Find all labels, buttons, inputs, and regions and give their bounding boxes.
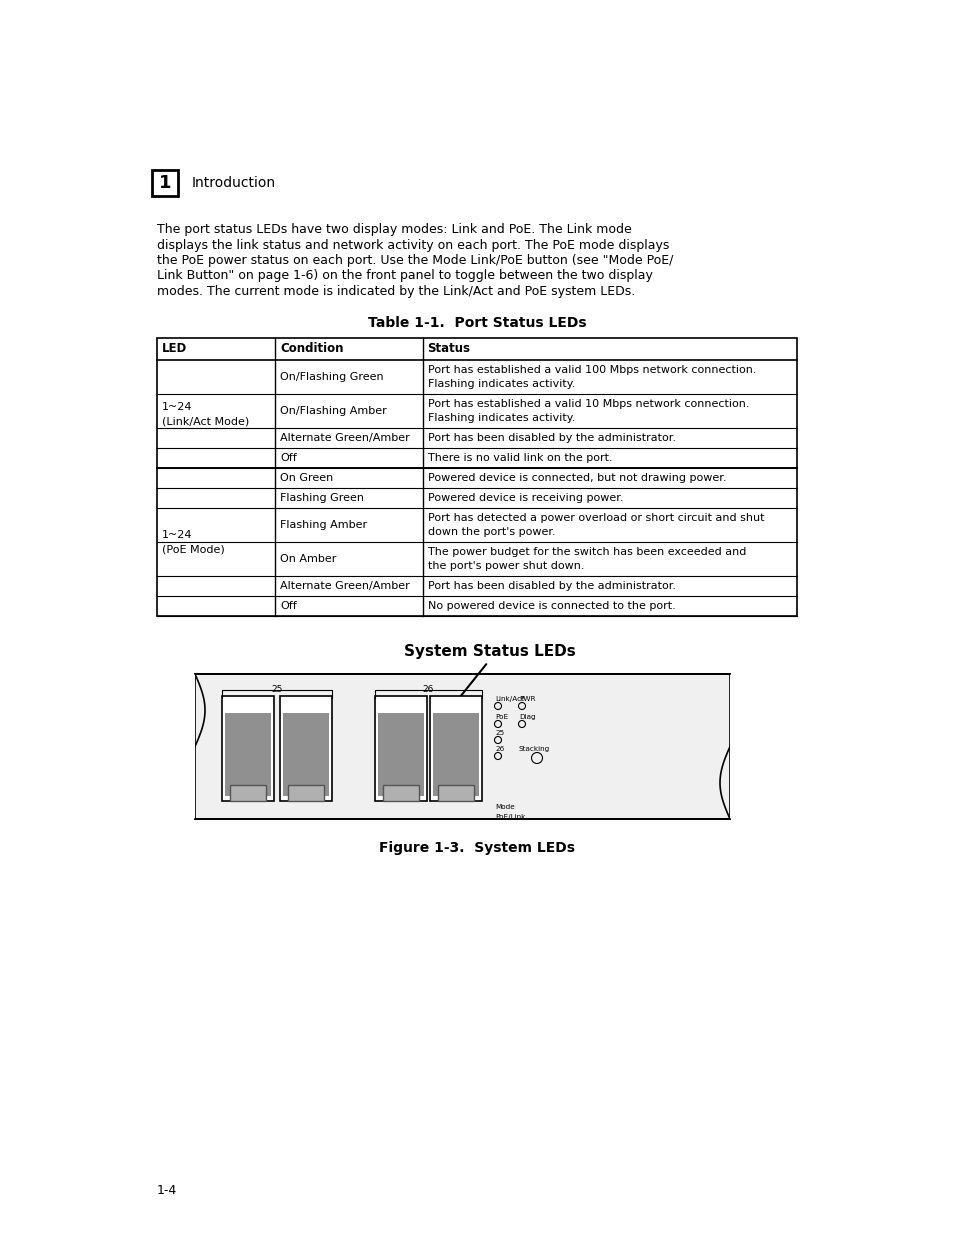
- Text: Port has been disabled by the administrator.: Port has been disabled by the administra…: [427, 433, 675, 443]
- Text: Mode: Mode: [495, 804, 515, 810]
- Text: PoE/Link: PoE/Link: [495, 814, 525, 820]
- Text: On Green: On Green: [280, 473, 334, 483]
- Text: the port's power shut down.: the port's power shut down.: [427, 561, 583, 571]
- Text: Flashing Amber: Flashing Amber: [280, 520, 367, 530]
- Text: Status: Status: [427, 342, 470, 356]
- Text: (PoE Mode): (PoE Mode): [162, 543, 225, 555]
- Text: No powered device is connected to the port.: No powered device is connected to the po…: [427, 601, 675, 611]
- Text: 25: 25: [495, 730, 504, 736]
- Bar: [225, 713, 271, 797]
- Text: down the port's power.: down the port's power.: [427, 527, 555, 537]
- Bar: [382, 785, 418, 802]
- Text: Alternate Green/Amber: Alternate Green/Amber: [280, 580, 410, 592]
- Text: the PoE power status on each port. Use the Mode Link/PoE button (see "Mode PoE/: the PoE power status on each port. Use t…: [157, 254, 673, 267]
- Bar: [152, 170, 178, 196]
- Text: displays the link status and network activity on each port. The PoE mode display: displays the link status and network act…: [157, 238, 669, 252]
- Bar: [729, 674, 744, 819]
- Text: Port has established a valid 100 Mbps network connection.: Port has established a valid 100 Mbps ne…: [427, 366, 756, 375]
- Bar: [180, 674, 194, 819]
- Text: 25: 25: [271, 685, 282, 694]
- Text: Port has established a valid 10 Mbps network connection.: Port has established a valid 10 Mbps net…: [427, 399, 748, 409]
- Text: Flashing indicates activity.: Flashing indicates activity.: [427, 412, 575, 424]
- Text: Link Button" on page 1-6) on the front panel to toggle between the two display: Link Button" on page 1-6) on the front p…: [157, 269, 652, 283]
- Text: Off: Off: [280, 453, 296, 463]
- Text: PoE: PoE: [495, 714, 508, 720]
- Text: Diag: Diag: [518, 714, 535, 720]
- Bar: [433, 713, 478, 797]
- Text: 26: 26: [422, 685, 434, 694]
- Text: 1~24: 1~24: [162, 403, 193, 412]
- Text: Port has detected a power overload or short circuit and shut: Port has detected a power overload or sh…: [427, 513, 763, 522]
- Bar: [375, 697, 427, 802]
- Text: 1: 1: [158, 174, 172, 191]
- Bar: [377, 713, 423, 797]
- Text: (Link/Act Mode): (Link/Act Mode): [162, 416, 249, 426]
- Text: 1-4: 1-4: [157, 1183, 177, 1197]
- Text: Introduction: Introduction: [192, 177, 275, 190]
- Text: On/Flashing Green: On/Flashing Green: [280, 372, 384, 382]
- Text: On Amber: On Amber: [280, 555, 336, 564]
- Bar: [437, 785, 474, 802]
- Text: There is no valid link on the port.: There is no valid link on the port.: [427, 453, 612, 463]
- Text: Table 1-1.  Port Status LEDs: Table 1-1. Port Status LEDs: [367, 316, 586, 330]
- Text: Figure 1-3.  System LEDs: Figure 1-3. System LEDs: [378, 841, 575, 855]
- Text: Stacking: Stacking: [518, 746, 550, 752]
- Bar: [283, 713, 329, 797]
- Text: Link/Act: Link/Act: [495, 697, 523, 701]
- Text: PWR: PWR: [518, 697, 535, 701]
- Text: Alternate Green/Amber: Alternate Green/Amber: [280, 433, 410, 443]
- Text: System Status LEDs: System Status LEDs: [404, 643, 576, 659]
- Bar: [288, 785, 324, 802]
- Bar: [280, 697, 332, 802]
- Text: On/Flashing Amber: On/Flashing Amber: [280, 406, 387, 416]
- Text: 1~24: 1~24: [162, 530, 193, 540]
- Text: modes. The current mode is indicated by the Link/Act and PoE system LEDs.: modes. The current mode is indicated by …: [157, 285, 635, 298]
- Text: Condition: Condition: [280, 342, 343, 356]
- Bar: [222, 697, 274, 802]
- Text: Port has been disabled by the administrator.: Port has been disabled by the administra…: [427, 580, 675, 592]
- Text: The port status LEDs have two display modes: Link and PoE. The Link mode: The port status LEDs have two display mo…: [157, 224, 631, 236]
- Bar: [430, 697, 481, 802]
- Text: Powered device is receiving power.: Powered device is receiving power.: [427, 493, 622, 503]
- Bar: [194, 674, 729, 819]
- Text: 26: 26: [495, 746, 504, 752]
- Text: Flashing indicates activity.: Flashing indicates activity.: [427, 379, 575, 389]
- Text: Off: Off: [280, 601, 296, 611]
- Bar: [230, 785, 266, 802]
- Text: The power budget for the switch has been exceeded and: The power budget for the switch has been…: [427, 547, 745, 557]
- Text: Flashing Green: Flashing Green: [280, 493, 364, 503]
- Bar: [157, 338, 796, 616]
- Text: Powered device is connected, but not drawing power.: Powered device is connected, but not dra…: [427, 473, 725, 483]
- Text: LED: LED: [162, 342, 187, 356]
